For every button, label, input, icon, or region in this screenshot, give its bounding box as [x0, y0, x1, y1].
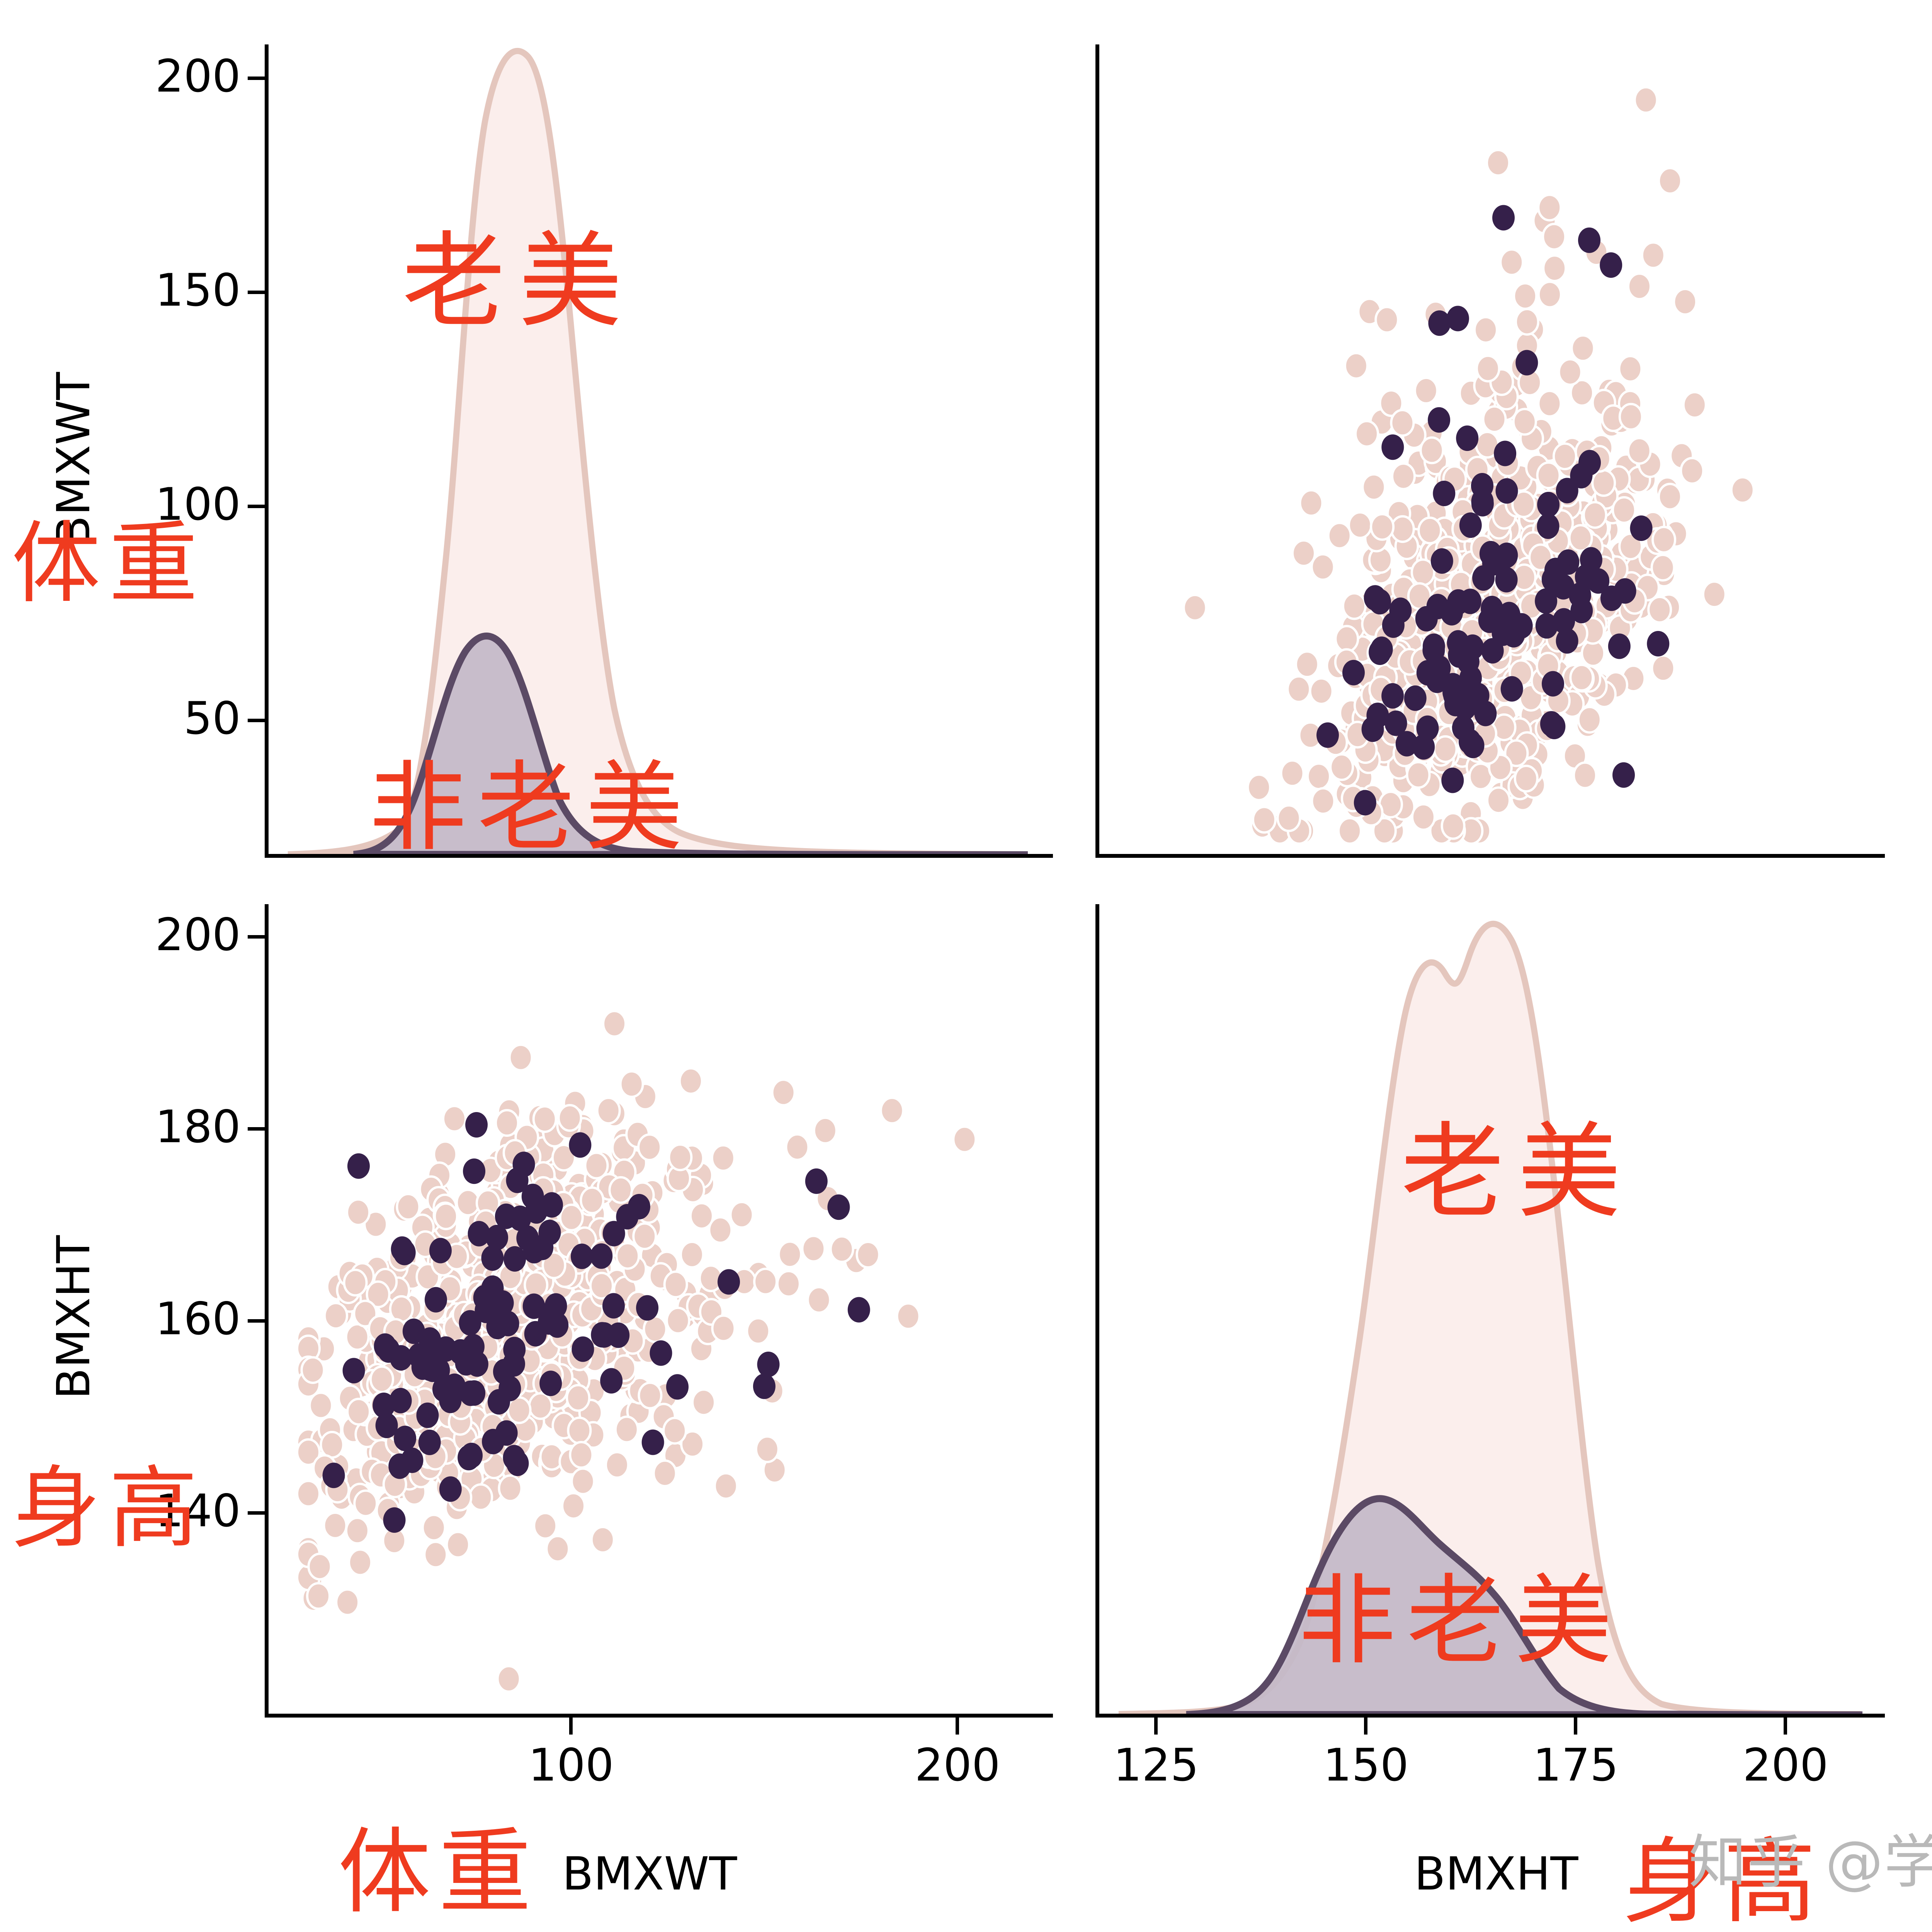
axis-title-bmxht-vertical: BMXHT	[47, 1235, 100, 1400]
xtick-label: 200	[1743, 1739, 1828, 1791]
panel-top-left-kde-bmxwt: 200 150 100 50 老美 非老美	[155, 44, 1053, 864]
xtick-mark	[569, 1718, 573, 1735]
axis-spine-bottom	[1095, 854, 1885, 858]
ytick-mark	[248, 1511, 265, 1515]
xtick-label: 100	[528, 1739, 614, 1791]
xtick-label: 125	[1113, 1739, 1199, 1791]
ytick-label: 200	[155, 909, 241, 961]
scatter-points-weight-height	[296, 1010, 977, 1693]
annotation-citizen-2-label: 非老美	[1298, 1565, 1623, 1678]
ytick-label: 140	[155, 1485, 241, 1537]
xtick-label: 175	[1533, 1739, 1619, 1791]
axis-spine-bottom	[1095, 1714, 1885, 1718]
watermark: 知乎 @学爬树的佩奇	[1689, 1829, 1932, 1896]
ytick-label: 150	[155, 264, 241, 316]
panel-bottom-right-kde-bmxht: 125 150 175 200 老美 非老美	[1095, 904, 1885, 1788]
xtick-label: 150	[1323, 1739, 1409, 1791]
axis-spine-left	[265, 904, 269, 1718]
kde-area-citizen-1	[287, 48, 1028, 857]
annotation-citizen-1-label: 老美	[402, 221, 635, 342]
panel-bottom-left-scatter: 200 180 160 140 100 200	[155, 904, 1053, 1788]
axis-title-bmxwt-horizontal-cn: 体重	[338, 1818, 539, 1926]
axis-spine-bottom	[265, 1714, 1053, 1718]
axis-spine-left	[1095, 904, 1099, 1718]
ytick-mark	[248, 719, 265, 722]
ytick-mark	[248, 1319, 265, 1323]
ytick-label: 180	[155, 1101, 241, 1153]
kde-area-citizen-2	[353, 633, 1028, 858]
xtick-mark	[1784, 1718, 1787, 1735]
ytick-mark	[248, 77, 265, 80]
axis-spine-left	[1095, 44, 1099, 858]
axis-spine-left	[265, 44, 269, 858]
xtick-mark	[1364, 1718, 1367, 1735]
axis-title-bmxwt-vertical-cn: 体重	[12, 512, 207, 616]
annotation-citizen-1-label: 老美	[1401, 1112, 1634, 1233]
xtick-label: 200	[915, 1739, 1000, 1791]
panel-top-right-scatter	[1095, 44, 1885, 858]
annotation-citizen-2-label: 非老美	[369, 751, 694, 864]
ytick-mark	[248, 1127, 265, 1131]
axis-spine-bottom	[265, 854, 1053, 858]
kde-curves-bmxwt	[287, 48, 1028, 858]
ytick-label: 160	[155, 1293, 241, 1345]
legend: 国籍 DMDCITZN 1.0 2.0	[1928, 723, 1932, 1109]
ytick-mark	[248, 291, 265, 294]
xtick-mark	[1574, 1718, 1577, 1735]
ytick-mark	[248, 935, 265, 939]
ytick-label: 200	[155, 50, 241, 102]
axis-title-bmxht-horizontal-cn: 身高	[1623, 1828, 1824, 1932]
xtick-mark	[1154, 1718, 1158, 1735]
axis-title-bmxht-horizontal: BMXHT	[1414, 1847, 1578, 1900]
xtick-mark	[956, 1718, 959, 1735]
ytick-label: 100	[155, 478, 241, 531]
axis-title-bmxwt-horizontal: BMXWT	[562, 1847, 737, 1900]
axis-title-bmxht-vertical-cn: 身高	[12, 1457, 207, 1560]
ytick-mark	[248, 505, 265, 508]
ytick-label: 50	[184, 692, 241, 745]
scatter-points-height-weight	[1182, 86, 1755, 845]
